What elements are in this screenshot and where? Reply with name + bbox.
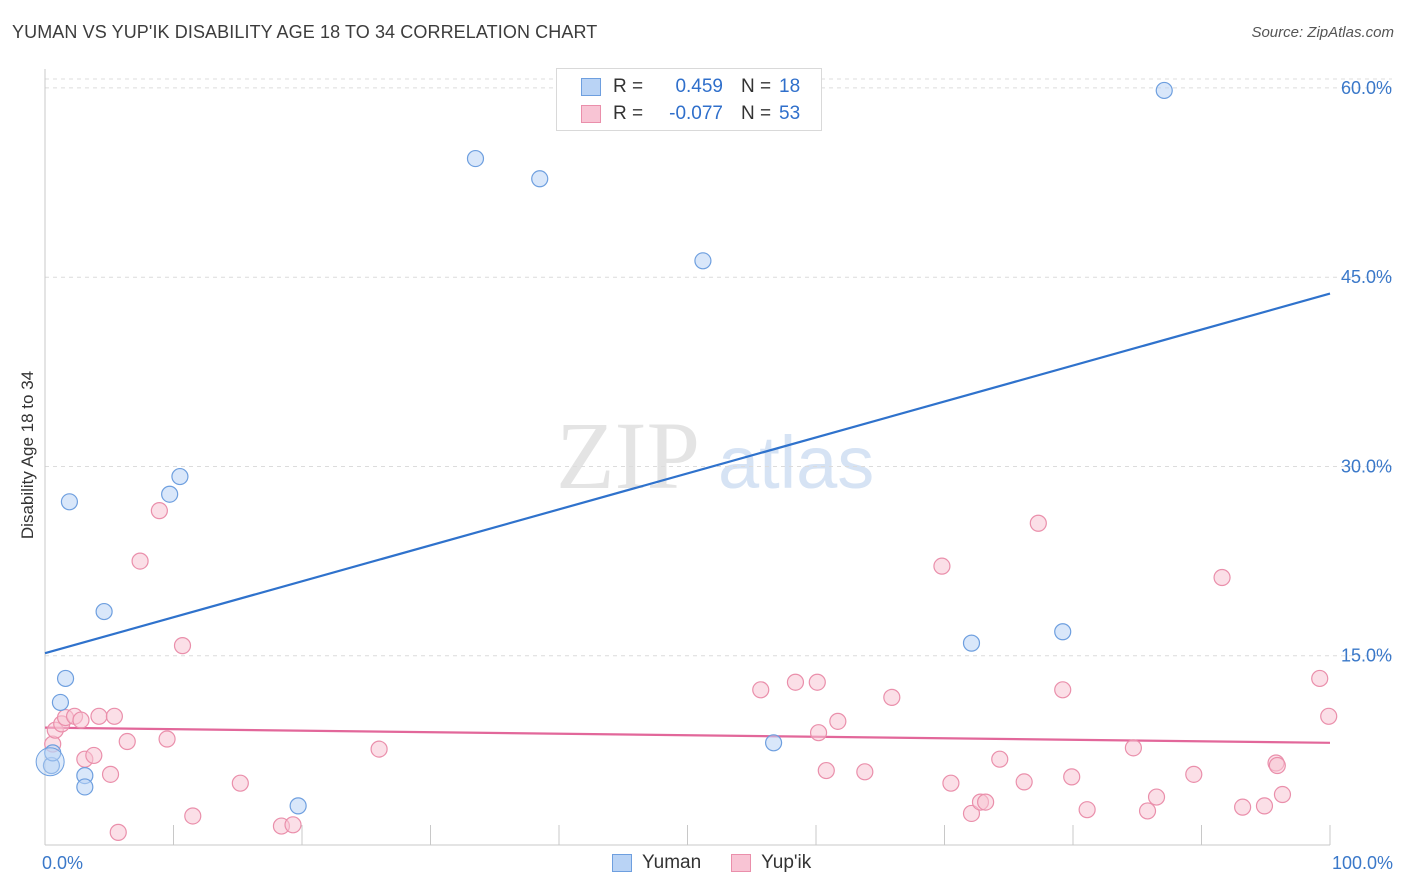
legend-r-value: 0.459 <box>675 76 723 97</box>
yuman-cluster-point <box>35 747 65 777</box>
yupik-point <box>85 746 103 765</box>
data-points <box>35 81 1338 841</box>
legend-label-yuman: Yuman <box>642 852 702 873</box>
legend-n-label: N = <box>741 103 772 124</box>
yupik-point <box>1255 797 1274 815</box>
yupik-trend-line <box>44 726 1331 744</box>
legend-row-yuman: R = 0.459 N = 18 <box>581 75 800 99</box>
yupik-point <box>118 732 136 751</box>
y-tick-label: 45.0% <box>1341 267 1392 287</box>
yupik-point <box>90 707 108 725</box>
yupik-point <box>284 816 302 834</box>
yupik-point <box>1138 802 1157 820</box>
yuman-point <box>694 252 712 270</box>
yupik-point <box>72 711 90 729</box>
axes <box>44 69 1331 846</box>
tick-labels: 15.0% 30.0% 45.0% 60.0% 0.0% 100.0% <box>42 78 1393 873</box>
yupik-point <box>1063 768 1081 786</box>
series-legend: Yuman Yup'ik <box>612 852 841 874</box>
legend-swatch-yupik <box>581 105 601 123</box>
yupik-point <box>1234 798 1252 816</box>
yupik-point <box>1320 707 1338 725</box>
yupik-point <box>942 774 960 792</box>
yupik-point <box>752 681 770 699</box>
grid-lines <box>45 78 1392 657</box>
yupik-point <box>1185 765 1203 783</box>
x-tick-label: 100.0% <box>1332 853 1393 873</box>
yupik-point <box>101 765 120 783</box>
yupik-point <box>786 673 805 691</box>
x-tick-label: 0.0% <box>42 853 83 873</box>
yupik-point <box>184 807 202 825</box>
yupik-point <box>1029 514 1047 532</box>
yuman-trend-line <box>44 292 1331 655</box>
yuman-point <box>289 797 307 815</box>
yuman-point <box>962 634 981 652</box>
legend-swatch-yuman <box>612 854 632 872</box>
yupik-point <box>809 724 828 742</box>
yupik-point <box>1213 568 1231 587</box>
legend-n-label: N = <box>741 76 772 97</box>
yuman-point <box>171 467 189 486</box>
yupik-point <box>1124 739 1142 757</box>
legend-r-value: -0.077 <box>669 103 723 124</box>
yupik-point <box>231 774 249 792</box>
legend-label-yupik: Yup'ik <box>761 852 812 873</box>
legend-n-value: 18 <box>779 76 801 97</box>
legend-item-yuman: Yuman <box>612 852 701 874</box>
yuman-point <box>56 669 75 688</box>
yupik-point <box>173 637 192 655</box>
watermark-atlas: atlas <box>718 421 874 504</box>
yuman-point <box>531 170 549 188</box>
yupik-point <box>150 502 168 520</box>
yupik-point <box>1078 801 1096 819</box>
yuman-point <box>161 485 179 503</box>
chart-title: YUMAN VS YUP'IK DISABILITY AGE 18 TO 34 … <box>12 22 598 42</box>
yupik-point <box>817 761 835 780</box>
y-tick-label: 30.0% <box>1341 456 1392 476</box>
yupik-point <box>370 740 388 758</box>
watermark-zip: ZIP <box>556 402 700 509</box>
trend-lines <box>44 292 1331 744</box>
yupik-point <box>856 763 874 781</box>
yupik-point <box>158 730 176 748</box>
y-tick-label: 60.0% <box>1341 78 1392 98</box>
source-label: Source: ZipAtlas.com <box>1251 24 1394 41</box>
yuman-point <box>76 778 94 796</box>
y-axis-label: Disability Age 18 to 34 <box>18 370 37 540</box>
correlation-legend: R = 0.459 N = 18 R = -0.077 N = 53 <box>556 68 822 131</box>
yuman-point <box>1155 81 1173 100</box>
legend-row-yupik: R = -0.077 N = 53 <box>581 102 800 126</box>
legend-n-value: 53 <box>779 103 801 124</box>
yupik-point <box>1147 788 1166 806</box>
yuman-point <box>466 149 485 168</box>
yupik-point <box>977 793 995 811</box>
yupik-point <box>829 712 847 730</box>
yupik-point <box>105 707 123 725</box>
yupik-point <box>808 673 826 691</box>
yuman-point <box>51 693 70 712</box>
yupik-point <box>131 552 149 570</box>
yupik-point <box>933 557 951 575</box>
yupik-point <box>109 823 127 841</box>
yuman-point <box>95 602 113 621</box>
yupik-point <box>1015 773 1033 791</box>
yupik-point <box>962 804 981 823</box>
yupik-point <box>1311 669 1329 688</box>
yuman-point <box>1054 623 1072 641</box>
legend-r-label: R = <box>613 103 644 124</box>
yupik-point <box>883 688 901 706</box>
y-tick-label: 15.0% <box>1341 646 1392 666</box>
yupik-point <box>1268 756 1286 775</box>
legend-item-yupik: Yup'ik <box>731 852 811 874</box>
legend-r-label: R = <box>613 76 644 97</box>
yupik-point <box>1273 785 1292 804</box>
yupik-point <box>1054 681 1072 699</box>
yuman-point <box>764 734 783 752</box>
legend-swatch-yupik <box>731 854 752 872</box>
yuman-point <box>60 493 79 511</box>
yupik-point <box>991 750 1009 768</box>
legend-swatch-yuman <box>581 78 601 96</box>
